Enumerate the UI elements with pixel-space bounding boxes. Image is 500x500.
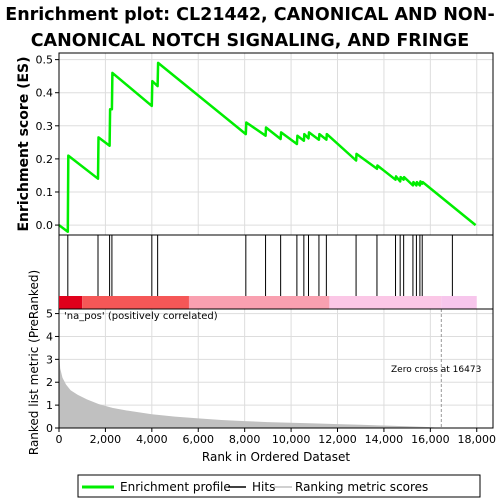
rank-color-bar-segment [188,296,330,309]
enrichment-profile-line [58,61,477,233]
es-y-tick-label: 0.3 [36,120,54,133]
ranking-metric-area [59,352,442,428]
chart-title-line-1: Enrichment plot: CL21442, CANONICAL AND … [5,5,495,25]
chart-title: Enrichment plot: CL21442, CANONICAL AND … [0,2,500,54]
enrichment-score-panel: 0.0 0.1 0.2 0.3 0.4 0.5 Enrichment score (ES) [16,52,494,236]
metric-y-tick-label: 4 [46,330,53,343]
x-tick-label: 12,000 [318,433,357,446]
x-tick-label: 18,000 [458,433,497,446]
x-tick-label: 4,000 [136,433,168,446]
es-y-tick-label: 0.1 [36,186,54,199]
es-plot-area [59,53,493,235]
legend-label: Ranking metric scores [295,480,428,494]
legend-label: Hits [252,480,275,494]
es-y-tick-label: 0.0 [36,219,54,232]
ranked-metric-panel: 0 1 2 3 4 5 Zero cross at 16473 'na_pos' (posit… [27,270,496,464]
x-tick-label: 16,000 [411,433,450,446]
chart-title-line-2: CANONICAL NOTCH SIGNALING, AND FRINGE [30,31,470,51]
x-tick-label: 6,000 [183,433,215,446]
metric-y-axis-label: Ranked list metric (PreRanked) [27,270,41,455]
rank-color-bar-segment [82,296,189,309]
legend-box [77,474,481,498]
metric-plot-frame [58,308,494,429]
es-y-tick-label: 0.4 [36,87,54,100]
metric-y-tick-label: 2 [46,376,53,389]
hits-panel [58,234,494,310]
rank-color-bar-segment [441,296,477,309]
metric-y-tick-label: 0 [46,422,53,435]
x-tick-label: 0 [56,433,63,446]
x-tick-label: 10,000 [272,433,311,446]
legend: Enrichment profile Hits Ranking metric sco… [77,474,481,498]
zero-cross-label: Zero cross at 16473 [391,365,481,375]
rank-color-bar-segment [59,296,83,309]
positive-correlation-label: 'na_pos' (positively correlated) [64,311,218,322]
x-axis-label: Rank in Ordered Dataset [202,450,350,464]
metric-y-tick-label: 1 [46,399,53,412]
metric-y-tick-label: 3 [46,353,53,366]
es-y-tick-label: 0.5 [36,54,54,67]
metric-y-tick-label: 5 [46,308,53,321]
x-tick-label: 14,000 [365,433,404,446]
x-tick-label: 2,000 [90,433,122,446]
metric-plot-area [59,309,493,428]
legend-label: Enrichment profile [120,480,231,494]
x-tick-label: 8,000 [229,433,261,446]
es-y-tick-label: 0.2 [36,153,54,166]
rank-color-bar-segment [329,296,442,309]
es-y-axis-label: Enrichment score (ES) [16,56,32,231]
